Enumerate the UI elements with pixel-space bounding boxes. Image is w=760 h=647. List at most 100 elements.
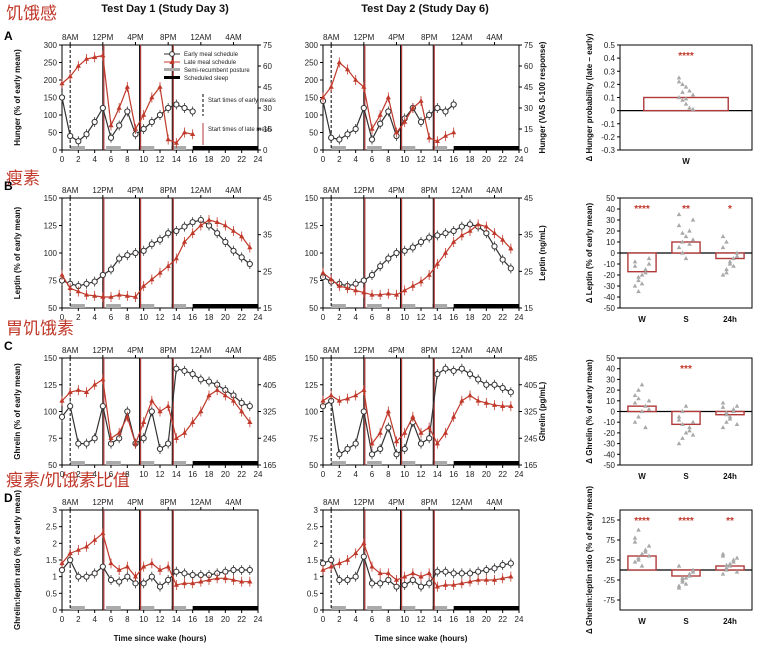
panel-d-day2-xtick-label: 4 [353,615,358,624]
panel-c-day1-point-early [58,413,66,420]
panel-a-bars-ytick-label: 0.1 [604,94,616,103]
panel-b-day2-rtick-label: 35 [524,231,533,240]
panel-a-day2-xtick-label: 16 [449,155,458,164]
panel-a-day1-ytick-label: 50 [48,129,57,138]
panel-d-day2-point-early [401,581,408,589]
panel-c-day1-xtick-label: 0 [60,470,65,479]
panel-c-day2-point-late [451,414,457,419]
panel-a-day1-point-early [148,118,155,126]
panel-a-day2-point-late [442,133,449,138]
panel-a-day2-clock-label: 4PM [388,33,405,42]
panel-c-day2-clock-label: 4PM [388,346,405,355]
legend-early-marker [169,51,175,57]
panel-a-day1-xtick-label: 2 [76,155,81,164]
panel-a-day1-point-late [59,80,65,86]
panel-b-day1-point-late [100,294,106,299]
panel-d-day2-semi-bar [331,606,346,610]
panel-c-day1-xtick-label: 18 [205,470,214,479]
panel-a-day2-point-early [377,120,384,127]
panel-c-day2-xtick-label: 12 [417,470,426,479]
panel-a-day2-sleep-bar [453,146,519,150]
panel-c-day2-point-late [320,398,326,403]
panel-d-day2-xtick-label: 10 [400,615,409,624]
panel-c-day2-point-early [434,370,441,378]
panel-d-day2-point-early [344,576,351,584]
panel-d-day1-point-late [181,580,188,586]
panel-d-day2-xtick-label: 16 [449,615,458,624]
panel-c-day1-xtick-label: 10 [139,470,148,479]
panel-a-day2-point-late [393,129,400,135]
panel-d-day2-ytick-label: 2 [314,539,319,548]
panel-a-day2-point-late [451,129,457,135]
panel-a-bars-subject-point [676,75,682,80]
legend-late-marker [169,59,175,64]
panel-a-day2-point-late [385,94,391,100]
panel-a-bars-subject-point [683,84,689,89]
panel-c-day1-rtick-label: 485 [263,354,277,363]
panel-b-day1-point-early [148,241,155,248]
panel-a-day1-point-late [92,54,98,60]
panel-d-day2-point-late [410,570,416,576]
panel-d-day2-point-late [336,560,342,566]
panel-c-bars-subject-point [687,428,692,433]
legend-late-label: Late meal schedule [184,60,237,66]
panel-c-day1-point-late [206,392,212,398]
panel-b-day1-point-early [222,238,229,246]
panel-d-day2-semi-bar [432,606,448,610]
panel-b-bars-subject-point [687,241,692,246]
panel-d-day2-sleep-bar [453,606,519,610]
panel-d-day1-semi-bar [138,606,155,610]
panel-d-bars-subject-point [636,557,641,562]
panel-c-day1-xtick-label: 22 [237,470,246,479]
panel-c-day2-point-early [352,440,359,447]
panel-a-day2-point-early [328,134,335,141]
panel-b-day1-clock-label: 12PM [92,186,113,195]
legend-early-label: Early meal schedule [184,52,239,58]
panel-c-day2-point-late [491,402,498,407]
panel-a-day2-ytick-label: 150 [305,94,319,103]
panel-d-day2-series-early [322,554,511,588]
panel-a-day1-semi-bar [138,146,155,150]
panel-b-day2-ytick-label: 100 [305,249,319,258]
legend-sleep-label: Scheduled sleep [184,76,229,82]
panel-a-day1-point-early [181,104,188,112]
panel-a-day1-point-late [124,84,130,89]
panel-a-day2-rtick-label: 0 [524,146,529,155]
panel-b-day2-point-late [328,276,334,282]
panel-b-day2-xtick-label: 10 [400,313,409,322]
legend-semi-label: Semi-recumbent posture [184,68,250,74]
panel-b-day2-semi-bar [399,304,416,308]
panel-a-day1-clock-label: 4AM [225,33,242,42]
panel-b-day1-point-early [156,236,164,243]
panel-c-day1-rtick-label: 165 [263,461,277,470]
panel-d-day1-clock-label: 4PM [127,498,144,507]
panel-b-day1-point-early [181,223,188,230]
panel-d-day1-point-late [165,563,171,569]
panel-d-day2-point-early [368,580,376,587]
panel-c-bars-subject-point [636,414,641,419]
panel-b-bars-ytick-label: 10 [606,238,615,247]
panel-b-bars-subject-point [643,267,648,272]
panel-d-ylabel: Ghrelin:leptin ratio (% of early mean) [13,490,22,630]
panel-a-day2-point-early [434,104,441,112]
panel-c-day2-point-late [361,387,367,392]
panel-b-day1-point-late [67,285,73,290]
panel-c-day1-ytick-label: 75 [48,434,57,443]
panel-a-bars-subject-point [683,101,689,106]
panel-a-day1-point-late [165,136,171,142]
panel-d-bars-subject-point [632,539,638,544]
panel-a-day2-rtick-label: 15 [524,125,533,134]
panel-c-day1-xtick-label: 12 [156,470,165,479]
panel-c-bars-ytick-label: 40 [606,365,615,374]
panel-a-day1-clock-label: 8AM [62,33,79,42]
panel-b-day1-rtick-label: 35 [263,231,272,240]
panel-c-day1-ytick-label: 50 [48,461,57,470]
panel-d-day1-xtick-label: 18 [205,615,214,624]
panel-d-day1-point-late [198,578,204,584]
panel-a-day2-rtick-label: 75 [524,41,533,50]
panel-a-day2-ytick-label: 250 [305,59,319,68]
panel-b-bars-subject-point [680,250,685,255]
panel-b-bars-subject-point [646,261,652,266]
panel-b-bars-subject-point [680,230,685,235]
